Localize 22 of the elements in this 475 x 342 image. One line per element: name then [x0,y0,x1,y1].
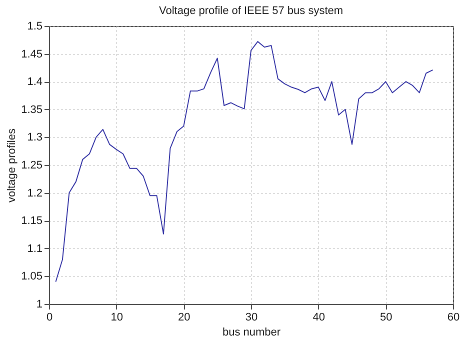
y-tick-label: 1.35 [21,104,42,116]
x-tick-label: 20 [178,312,190,324]
x-tick-label: 10 [110,312,123,324]
y-tick-label: 1.4 [27,76,42,88]
y-tick-label: 1.15 [21,215,42,228]
x-axis-title: bus number [222,326,281,338]
y-tick-label: 1.05 [21,270,42,283]
x-tick-label: 40 [312,312,325,324]
chart-title: Voltage profile of IEEE 57 bus system [158,5,344,17]
y-tick-label: 1.5 [27,20,42,32]
x-tick-label: 0 [46,312,53,324]
y-tick-label: 1.25 [21,160,42,172]
x-tick-label: 60 [447,312,460,324]
y-tick-label: 1 [36,298,42,310]
y-axis-title: voltage profiles [6,128,18,202]
y-tick-label: 1.45 [21,48,42,60]
line-series [55,41,434,282]
y-tick-label: 1.1 [27,242,42,255]
x-tick-label: 50 [380,312,392,324]
y-tick-label: 1.3 [27,132,42,144]
x-tick-label: 30 [245,312,258,324]
y-tick-label: 1.2 [27,187,42,200]
